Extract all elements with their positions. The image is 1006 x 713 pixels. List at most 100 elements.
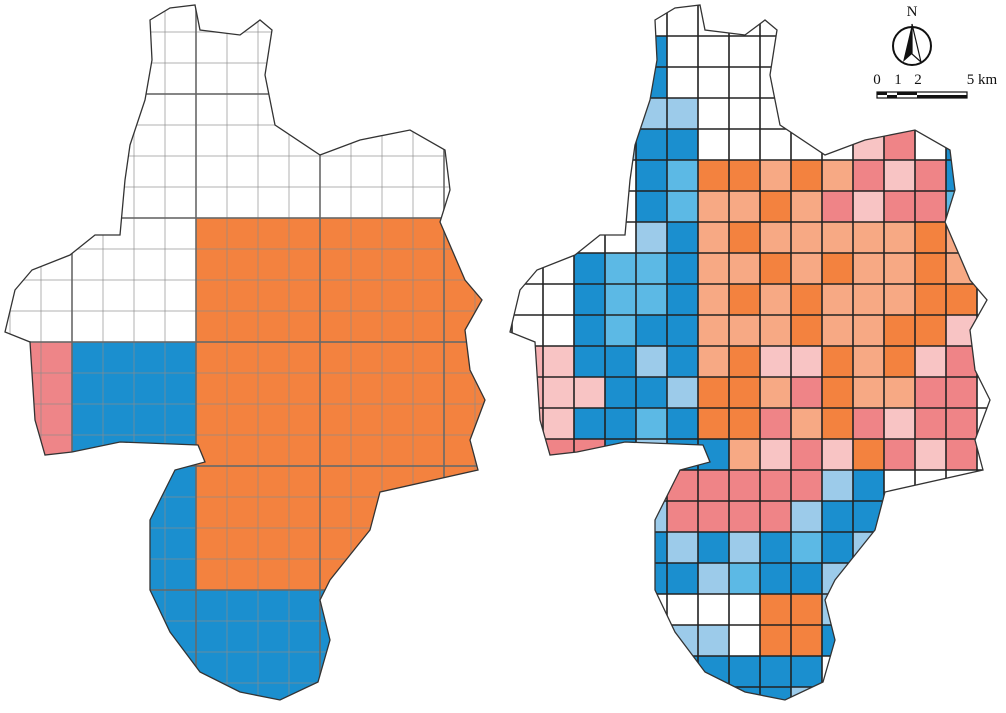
scale-seg [897,92,917,95]
cell [698,284,729,315]
cell [667,191,698,222]
cell [822,532,853,563]
cell [822,160,853,191]
cell [729,284,760,315]
cell [667,253,698,284]
cell [543,687,574,700]
cell [760,377,791,408]
cell [605,656,636,687]
cell [667,563,698,594]
north-label: N [907,4,918,20]
cell [543,470,574,501]
scale-bar: 0 1 2 5 km [873,72,998,99]
cell [636,377,667,408]
cell [605,439,636,470]
cell [853,129,884,160]
cell [574,439,605,470]
cell [574,315,605,346]
cell [915,656,946,687]
scale-label: 1 [894,72,902,88]
cell [791,191,822,222]
north-arrow: N [892,4,932,66]
cell [822,253,853,284]
cell [605,160,636,191]
cell [729,98,760,129]
cell [853,191,884,222]
cell [760,346,791,377]
scale-label: 2 [914,72,922,88]
cell [543,284,574,315]
cell [853,625,884,656]
cell [760,67,791,98]
cell [543,346,574,377]
cell [574,191,605,222]
cell [822,315,853,346]
cell [791,67,822,98]
cell [605,222,636,253]
cell [884,98,915,129]
cell [853,98,884,129]
cell [791,408,822,439]
cell [729,470,760,501]
cell [946,98,977,129]
scale-label: 0 [873,72,881,88]
cell [698,98,729,129]
cell [605,129,636,160]
cell [543,563,574,594]
cell [667,98,698,129]
cell [729,346,760,377]
cell [946,439,977,470]
scale-seg [887,95,897,98]
cell [574,160,605,191]
cell [729,67,760,98]
cell [605,284,636,315]
cell [729,377,760,408]
cell [915,98,946,129]
cell [853,563,884,594]
cell [605,594,636,625]
cell [667,532,698,563]
cell [667,346,698,377]
cell [729,191,760,222]
cell [791,563,822,594]
cell [698,501,729,532]
cell [822,439,853,470]
cell [915,160,946,191]
cell [543,594,574,625]
scale-seg [877,92,887,95]
cell [853,687,884,700]
cell [822,129,853,160]
cell [729,408,760,439]
cell [946,532,977,563]
cell [729,160,760,191]
cell [915,594,946,625]
cell [574,222,605,253]
cell [729,594,760,625]
cell [853,253,884,284]
cell [698,625,729,656]
cell [605,563,636,594]
cell [853,408,884,439]
cell [822,346,853,377]
cell [884,532,915,563]
cell [543,222,574,253]
cell [946,625,977,656]
cell [574,656,605,687]
cell [884,253,915,284]
cell [791,346,822,377]
cell [853,594,884,625]
cell [853,315,884,346]
cell [543,191,574,222]
cell [760,284,791,315]
cell [574,98,605,129]
cell [853,501,884,532]
cell [760,315,791,346]
cell [853,656,884,687]
cell [915,501,946,532]
cell [760,191,791,222]
cell [698,687,729,700]
cell [760,563,791,594]
cell [760,222,791,253]
cell [729,36,760,67]
